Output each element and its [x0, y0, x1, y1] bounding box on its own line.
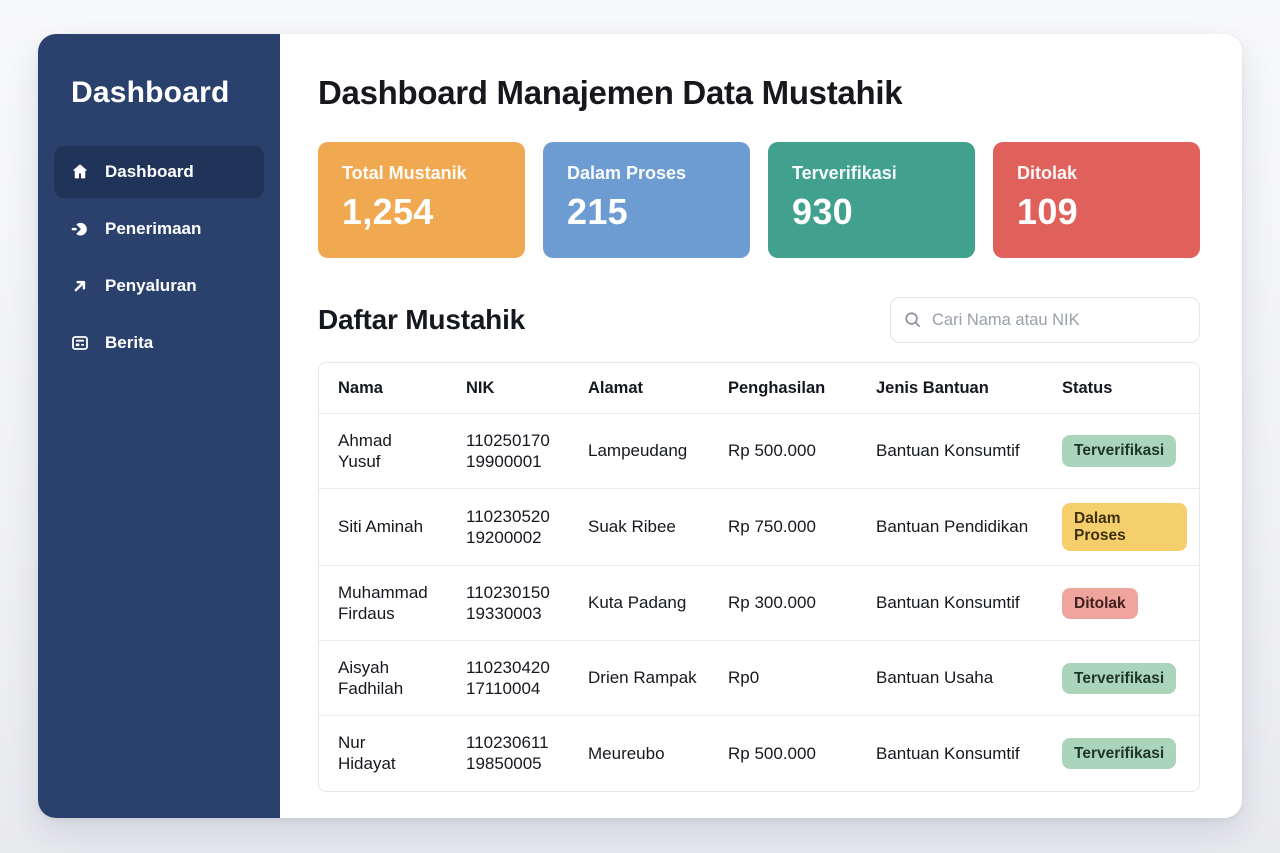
- sidebar-nav: Dashboard Penerimaan Penyaluran Berita: [54, 146, 264, 369]
- news-icon: [70, 333, 90, 353]
- sidebar-item-label: Penyaluran: [105, 276, 197, 295]
- stat-label: Dalam Proses: [567, 163, 687, 183]
- sidebar-item-label: Dashboard: [105, 162, 194, 181]
- stat-value: 215: [567, 191, 628, 232]
- page-title: Dashboard Manajemen Data Mustahik: [318, 74, 903, 111]
- cell-alamat: Suak Ribee: [588, 517, 676, 537]
- mustahik-table-card: Nama NIK Alamat Penghasilan Jenis Bantua…: [318, 362, 1200, 792]
- receive-icon: [70, 219, 90, 239]
- table-row: Muhammad Firdaus 110230150 19330003 Kuta…: [319, 565, 1199, 641]
- cell-nik: 110230611 19850005: [466, 733, 549, 774]
- column-header-alamat: Alamat: [588, 379, 644, 397]
- status-badge: Dalam Proses: [1062, 503, 1187, 552]
- home-icon: [70, 162, 90, 182]
- cell-jenis-bantuan: Bantuan Konsumtif: [876, 441, 1020, 461]
- cell-penghasilan: Rp 300.000: [728, 593, 816, 613]
- sidebar-item-label: Berita: [105, 333, 154, 352]
- cell-alamat: Lampeudang: [588, 441, 688, 461]
- stat-value: 930: [792, 191, 853, 232]
- cell-nama: Nur Hidayat: [338, 733, 396, 774]
- list-section-header: Daftar Mustahik: [318, 297, 1200, 343]
- arrow-up-right-icon: [70, 276, 90, 296]
- cell-alamat: Drien Rampak: [588, 668, 697, 688]
- cell-nama: Aisyah Fadhilah: [338, 657, 404, 699]
- stat-label: Ditolak: [1017, 163, 1078, 183]
- column-header-nik: NIK: [466, 379, 495, 397]
- cell-nik: 110230420 17110004: [466, 657, 550, 699]
- cell-penghasilan: Rp 500.000: [728, 743, 816, 763]
- column-header-penghasilan: Penghasilan: [728, 379, 826, 397]
- stat-card-dalam-proses: Dalam Proses 215: [543, 142, 750, 258]
- cell-penghasilan: Rp0: [728, 668, 760, 688]
- stats-row: Total Mustanik 1,254 Dalam Proses 215 Te…: [318, 142, 1200, 258]
- status-badge: Terverifikasi: [1062, 737, 1177, 769]
- cell-nik: 110230150 19330003: [466, 582, 550, 624]
- stat-label: Terverifikasi: [792, 163, 897, 183]
- stat-card-ditolak: Ditolak 109: [993, 142, 1200, 258]
- search-input[interactable]: [890, 297, 1200, 343]
- search-box: [890, 297, 1200, 343]
- sidebar-item-berita[interactable]: Berita: [54, 317, 264, 369]
- sidebar: Dashboard Dashboard Penerimaan Penyalura…: [38, 34, 280, 818]
- table-header-row: Nama NIK Alamat Penghasilan Jenis Bantua…: [319, 363, 1199, 414]
- stat-card-total-mustanik: Total Mustanik 1,254: [318, 142, 525, 258]
- cell-nik: 110230520 19200002: [466, 506, 550, 548]
- cell-nik: 110250170 19900001: [466, 430, 550, 471]
- main-content: Dashboard Manajemen Data Mustahik Total …: [280, 34, 1242, 818]
- cell-nama: Siti Aminah: [338, 517, 424, 537]
- table-row: Nur Hidayat 110230611 19850005 Meureubo …: [319, 715, 1199, 791]
- cell-nama: Muhammad Firdaus: [338, 582, 428, 624]
- cell-alamat: Meureubo: [588, 743, 665, 763]
- cell-jenis-bantuan: Bantuan Konsumtif: [876, 593, 1020, 613]
- column-header-status: Status: [1062, 379, 1113, 397]
- sidebar-item-dashboard[interactable]: Dashboard: [54, 146, 264, 198]
- cell-nama: Ahmad Yusuf: [338, 430, 392, 471]
- cell-jenis-bantuan: Bantuan Pendidikan: [876, 517, 1029, 537]
- stat-label: Total Mustanik: [342, 163, 467, 183]
- cell-jenis-bantuan: Bantuan Usaha: [876, 668, 994, 688]
- cell-penghasilan: Rp 500.000: [728, 441, 816, 461]
- section-title: Daftar Mustahik: [318, 304, 526, 335]
- sidebar-item-label: Penerimaan: [105, 219, 202, 238]
- column-header-nama: Nama: [338, 379, 383, 397]
- mustahik-table: Nama NIK Alamat Penghasilan Jenis Bantua…: [319, 363, 1199, 791]
- cell-alamat: Kuta Padang: [588, 593, 687, 613]
- column-header-jenis-bantuan: Jenis Bantuan: [876, 379, 989, 397]
- cell-jenis-bantuan: Bantuan Konsumtif: [876, 743, 1020, 763]
- app-window: Dashboard Dashboard Penerimaan Penyalura…: [38, 34, 1242, 818]
- sidebar-title: Dashboard: [71, 76, 230, 109]
- stat-value: 1,254: [342, 191, 434, 232]
- table-row: Ahmad Yusuf 110250170 19900001 Lampeudan…: [319, 413, 1199, 489]
- sidebar-item-penyaluran[interactable]: Penyaluran: [54, 260, 264, 312]
- sidebar-item-penerimaan[interactable]: Penerimaan: [54, 203, 264, 255]
- stat-card-terverifikasi: Terverifikasi 930: [768, 142, 975, 258]
- stat-value: 109: [1017, 191, 1078, 232]
- table-row: Siti Aminah 110230520 19200002 Suak Ribe…: [319, 488, 1199, 566]
- status-badge: Ditolak: [1062, 587, 1138, 619]
- status-badge: Terverifikasi: [1062, 662, 1177, 694]
- status-badge: Terverifikasi: [1062, 435, 1177, 467]
- cell-penghasilan: Rp 750.000: [728, 517, 816, 537]
- table-row: Aisyah Fadhilah 110230420 17110004 Drien…: [319, 640, 1199, 716]
